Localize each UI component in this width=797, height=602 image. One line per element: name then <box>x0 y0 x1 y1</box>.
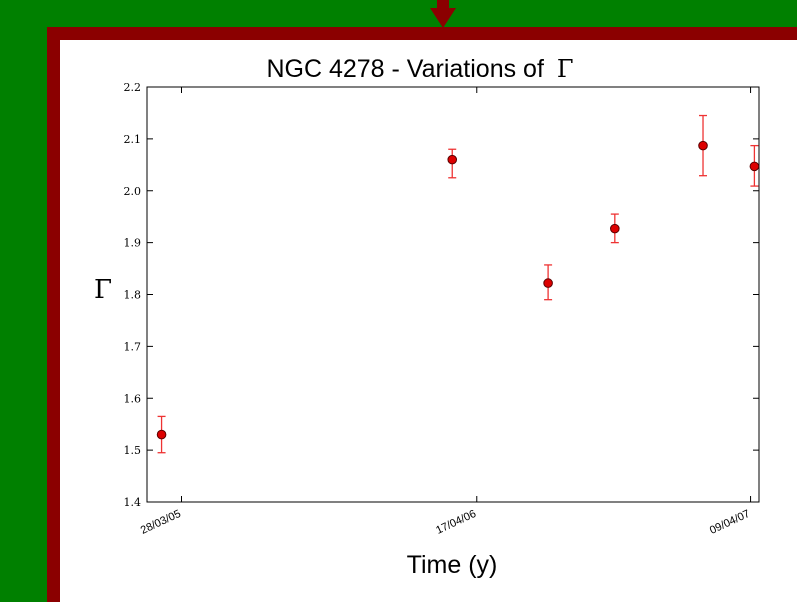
y-tick-label: 1.8 <box>124 289 142 302</box>
y-tick-label: 1.5 <box>124 444 142 457</box>
data-point <box>447 154 458 165</box>
x-tick-label: 28/03/05 <box>139 508 183 537</box>
y-tick-label: 2.2 <box>124 81 142 94</box>
y-tick-label: 2.1 <box>124 133 142 146</box>
y-axis-label: Γ <box>94 275 112 305</box>
x-tick-label: 09/04/07 <box>708 508 752 537</box>
data-point <box>749 161 760 172</box>
chart-title: NGC 4278 - Variations of Γ <box>266 55 573 83</box>
data-point <box>156 429 167 440</box>
chart-title-text: NGC 4278 - Variations of <box>266 55 543 83</box>
arrow-down-icon <box>430 8 456 28</box>
chart-panel <box>60 40 797 602</box>
data-point <box>698 140 708 151</box>
y-tick-label: 2.0 <box>124 185 142 198</box>
x-tick-label: 17/04/06 <box>434 508 478 537</box>
y-tick-label: 1.7 <box>124 340 142 353</box>
y-tick-label: 1.6 <box>124 392 142 405</box>
y-tick-label: 1.9 <box>124 237 142 250</box>
x-axis-label: Time (y) <box>407 551 498 579</box>
chart-title-symbol: Γ <box>557 55 574 83</box>
y-tick-label: 1.4 <box>124 496 142 509</box>
data-point <box>610 223 620 234</box>
arrow-down-icon-shaft <box>437 0 449 10</box>
data-point <box>543 278 553 288</box>
